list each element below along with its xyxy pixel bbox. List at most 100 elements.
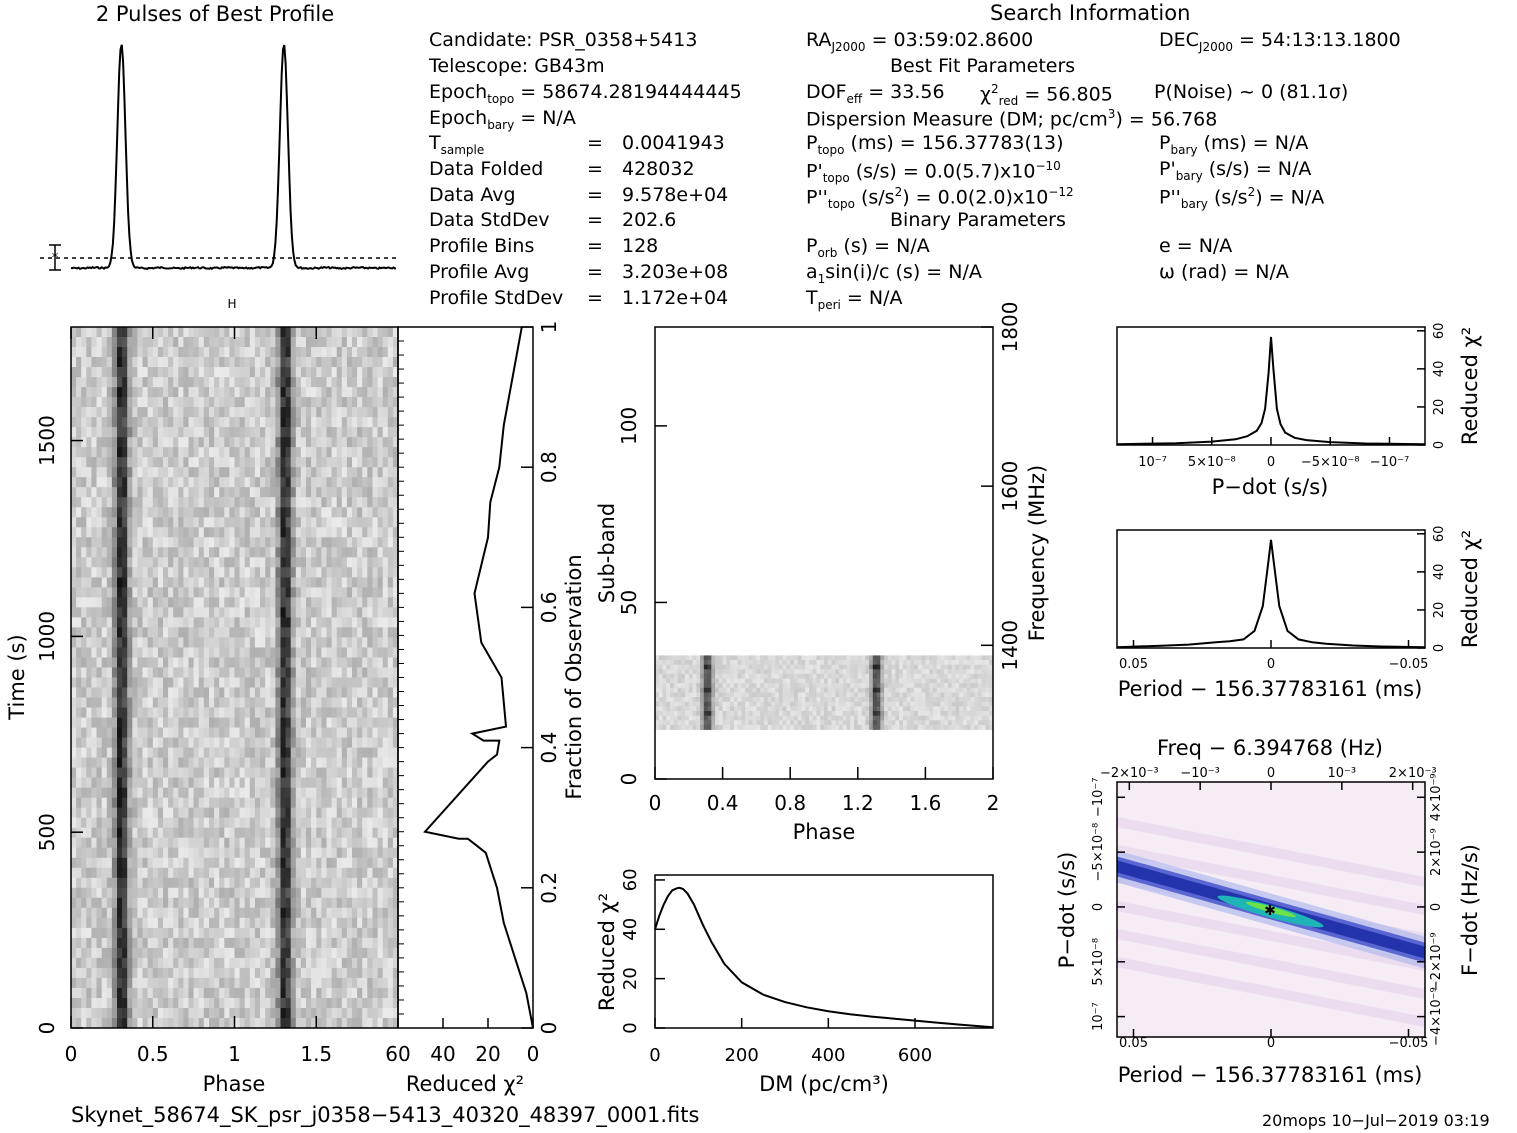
time-phase-cell bbox=[91, 647, 97, 658]
time-phase-cell bbox=[392, 577, 399, 588]
time-phase-cell bbox=[285, 867, 292, 879]
subband-cell bbox=[899, 655, 904, 661]
time-phase-cell bbox=[346, 577, 353, 588]
time-phase-cell bbox=[122, 737, 128, 748]
time-phase-cell bbox=[372, 797, 378, 809]
time-phase-cell bbox=[346, 627, 353, 638]
time-phase-cell bbox=[290, 857, 297, 869]
time-phase-cell bbox=[96, 377, 102, 388]
time-phase-cell bbox=[173, 787, 179, 799]
time-phase-cell bbox=[331, 337, 338, 348]
time-phase-cell bbox=[387, 757, 394, 768]
time-phase-cell bbox=[336, 857, 343, 869]
time-phase-cell bbox=[254, 917, 261, 929]
time-phase-cell bbox=[76, 957, 82, 969]
time-phase-cell bbox=[96, 797, 102, 809]
time-phase-cell bbox=[260, 657, 266, 668]
subband-cell bbox=[737, 660, 742, 665]
time-phase-cell bbox=[188, 657, 194, 668]
time-phase-cell bbox=[106, 587, 113, 598]
time-phase-cell bbox=[326, 947, 332, 959]
time-phase-cell bbox=[86, 437, 92, 448]
time-phase-cell bbox=[142, 967, 148, 979]
subband-cell bbox=[700, 669, 705, 675]
time-phase-cell bbox=[285, 607, 292, 618]
time-phase-cell bbox=[203, 867, 210, 879]
time-phase-cell bbox=[106, 757, 113, 768]
subband-cell bbox=[831, 673, 836, 679]
time-phase-cell bbox=[244, 327, 251, 338]
time-phase-cell bbox=[203, 757, 210, 768]
time-phase-cell bbox=[229, 567, 235, 578]
subband-cell bbox=[809, 669, 814, 675]
time-phase-cell bbox=[188, 427, 194, 438]
time-phase-cell bbox=[173, 957, 179, 969]
time-phase-cell bbox=[209, 697, 215, 708]
time-phase-cell bbox=[198, 627, 205, 638]
time-phase-cell bbox=[254, 347, 261, 358]
time-phase-cell bbox=[377, 377, 384, 388]
time-phase-cell bbox=[163, 337, 169, 348]
time-phase-cell bbox=[357, 877, 363, 889]
time-phase-cell bbox=[362, 877, 368, 889]
time-phase-cell bbox=[316, 457, 322, 468]
time-phase-cell bbox=[81, 537, 87, 548]
time-phase-cell bbox=[173, 727, 179, 738]
time-phase-cell bbox=[96, 497, 102, 508]
time-phase-cell bbox=[336, 987, 343, 999]
time-phase-cell bbox=[321, 617, 327, 628]
time-phase-cell bbox=[168, 847, 174, 859]
time-phase-cell bbox=[295, 447, 302, 458]
time-phase-cell bbox=[173, 407, 179, 418]
time-phase-cell bbox=[249, 577, 256, 588]
time-phase-cell bbox=[336, 697, 343, 708]
time-phase-cell bbox=[101, 617, 108, 628]
time-phase-cell bbox=[168, 637, 174, 648]
time-phase-cell bbox=[234, 907, 240, 919]
time-phase-cell bbox=[244, 957, 251, 969]
time-phase-cell bbox=[117, 927, 123, 939]
time-phase-cell bbox=[163, 577, 169, 588]
time-phase-cell bbox=[111, 1018, 118, 1029]
time-phase-cell bbox=[260, 427, 266, 438]
time-phase-cell bbox=[86, 597, 92, 608]
time-phase-cell bbox=[244, 787, 251, 799]
time-phase-cell bbox=[219, 907, 225, 919]
time-phase-cell bbox=[331, 917, 338, 929]
time-phase-cell bbox=[188, 607, 194, 618]
time-phase-cell bbox=[280, 947, 286, 959]
time-phase-cell bbox=[229, 477, 235, 488]
time-phase-cell bbox=[219, 957, 225, 969]
time-phase-cell bbox=[321, 757, 327, 768]
time-phase-cell bbox=[326, 657, 332, 668]
time-phase-cell bbox=[127, 927, 133, 939]
time-phase-cell bbox=[117, 957, 123, 969]
subband-cell bbox=[707, 655, 712, 661]
time-phase-cell bbox=[244, 667, 251, 678]
time-phase-cell bbox=[239, 817, 246, 829]
time-phase-cell bbox=[152, 727, 159, 738]
subband-cell bbox=[696, 664, 701, 670]
time-phase-cell bbox=[127, 617, 133, 628]
time-phase-cell bbox=[203, 1018, 210, 1029]
time-phase-cell bbox=[198, 457, 205, 468]
time-phase-cell bbox=[331, 667, 338, 678]
time-phase-cell bbox=[321, 927, 327, 939]
time-phase-cell bbox=[321, 657, 327, 668]
time-phase-cell bbox=[311, 987, 317, 999]
time-phase-cell bbox=[331, 837, 338, 849]
time-phase-cell bbox=[152, 547, 159, 558]
time-phase-cell bbox=[81, 907, 87, 919]
subband-cell bbox=[782, 673, 787, 679]
time-phase-cell bbox=[244, 867, 251, 879]
time-phase-cell bbox=[290, 477, 297, 488]
time-phase-cell bbox=[96, 987, 102, 999]
time-phase-cell bbox=[219, 557, 225, 568]
time-phase-cell bbox=[336, 837, 343, 849]
time-phase-cell bbox=[244, 577, 251, 588]
time-phase-cell bbox=[270, 517, 276, 528]
time-phase-cell bbox=[101, 807, 108, 819]
subband-cell bbox=[932, 669, 938, 675]
subband-cell bbox=[880, 669, 885, 675]
time-phase-cell bbox=[127, 457, 133, 468]
